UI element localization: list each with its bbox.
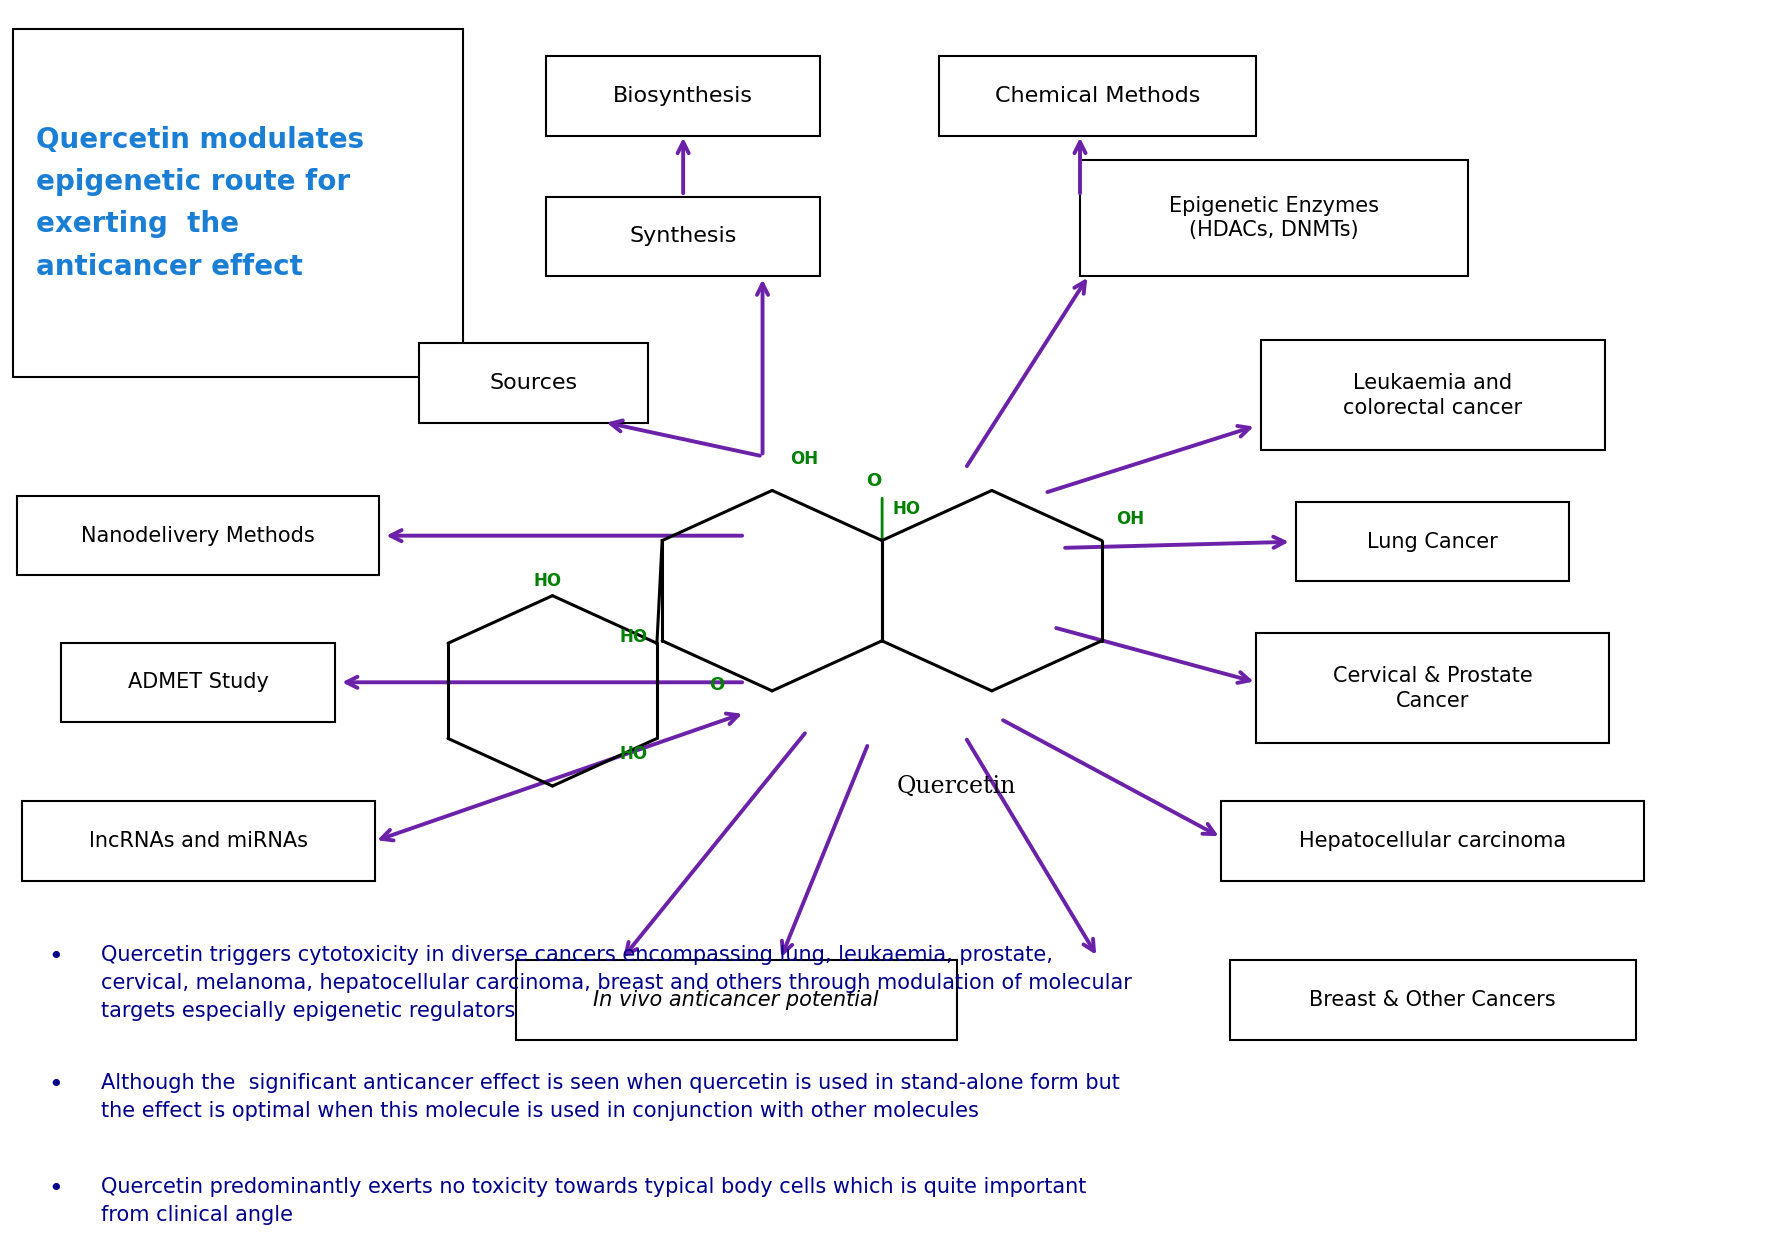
FancyBboxPatch shape bbox=[18, 496, 379, 575]
Text: Biosynthesis: Biosynthesis bbox=[613, 86, 753, 105]
FancyBboxPatch shape bbox=[939, 56, 1256, 135]
Text: lncRNAs and miRNAs: lncRNAs and miRNAs bbox=[89, 831, 308, 851]
Text: OH: OH bbox=[790, 450, 819, 469]
Text: Quercetin triggers cytotoxicity in diverse cancers encompassing lung, leukaemia,: Quercetin triggers cytotoxicity in diver… bbox=[101, 945, 1132, 1021]
Text: O: O bbox=[867, 472, 881, 491]
FancyBboxPatch shape bbox=[418, 343, 649, 423]
Text: Although the  significant anticancer effect is seen when quercetin is used in st: Although the significant anticancer effe… bbox=[101, 1074, 1120, 1121]
Text: Quercetin: Quercetin bbox=[897, 775, 1015, 797]
FancyBboxPatch shape bbox=[516, 960, 957, 1039]
FancyBboxPatch shape bbox=[1079, 160, 1467, 277]
FancyBboxPatch shape bbox=[1256, 634, 1609, 744]
Text: OH: OH bbox=[1116, 511, 1145, 528]
FancyBboxPatch shape bbox=[546, 56, 820, 135]
Text: Chemical Methods: Chemical Methods bbox=[994, 86, 1200, 105]
Text: Hepatocellular carcinoma: Hepatocellular carcinoma bbox=[1299, 831, 1566, 851]
Text: Epigenetic Enzymes
(HDACs, DNMTs): Epigenetic Enzymes (HDACs, DNMTs) bbox=[1170, 196, 1379, 241]
Text: Synthesis: Synthesis bbox=[629, 227, 737, 247]
FancyBboxPatch shape bbox=[1262, 340, 1605, 450]
Text: HO: HO bbox=[533, 572, 562, 589]
FancyBboxPatch shape bbox=[1295, 502, 1570, 582]
Text: HO: HO bbox=[620, 629, 649, 646]
Text: HO: HO bbox=[620, 744, 649, 763]
Text: Cervical & Prostate
Cancer: Cervical & Prostate Cancer bbox=[1333, 666, 1533, 711]
Text: HO: HO bbox=[891, 500, 920, 518]
FancyBboxPatch shape bbox=[12, 29, 462, 377]
Text: ADMET Study: ADMET Study bbox=[128, 672, 269, 692]
Text: •: • bbox=[48, 1074, 64, 1097]
Text: Breast & Other Cancers: Breast & Other Cancers bbox=[1310, 990, 1556, 1011]
Text: •: • bbox=[48, 1177, 64, 1202]
FancyBboxPatch shape bbox=[1230, 960, 1636, 1039]
Text: Quercetin predominantly exerts no toxicity towards typical body cells which is q: Quercetin predominantly exerts no toxici… bbox=[101, 1177, 1086, 1225]
FancyBboxPatch shape bbox=[546, 197, 820, 277]
FancyBboxPatch shape bbox=[21, 801, 374, 880]
Text: Leukaemia and
colorectal cancer: Leukaemia and colorectal cancer bbox=[1343, 373, 1522, 418]
FancyBboxPatch shape bbox=[1221, 801, 1644, 880]
Text: O: O bbox=[709, 676, 725, 693]
Text: In vivo anticancer potential: In vivo anticancer potential bbox=[594, 990, 879, 1011]
Text: Sources: Sources bbox=[489, 373, 578, 393]
FancyBboxPatch shape bbox=[62, 642, 335, 722]
Text: Lung Cancer: Lung Cancer bbox=[1368, 532, 1497, 552]
Text: Nanodelivery Methods: Nanodelivery Methods bbox=[82, 526, 315, 546]
Text: Quercetin modulates
epigenetic route for
exerting  the
anticancer effect: Quercetin modulates epigenetic route for… bbox=[35, 126, 363, 280]
Text: •: • bbox=[48, 945, 64, 968]
